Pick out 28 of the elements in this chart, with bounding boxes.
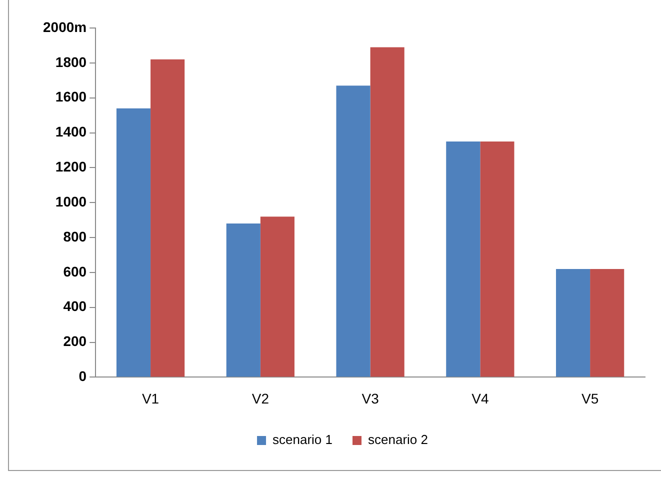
y-tick-label: 1600 bbox=[55, 88, 87, 105]
y-tick-label: 800 bbox=[63, 228, 87, 244]
bar bbox=[370, 47, 404, 377]
bar bbox=[116, 108, 151, 377]
y-tick-label: 1800 bbox=[55, 54, 87, 70]
y-tick-label: 2000m bbox=[43, 18, 87, 35]
bar bbox=[590, 268, 624, 377]
bar bbox=[150, 59, 185, 377]
y-tick-label: 1000 bbox=[55, 193, 87, 210]
x-tick-label: V2 bbox=[252, 390, 270, 406]
legend-label: scenario 2 bbox=[368, 432, 428, 448]
bar bbox=[556, 268, 590, 377]
x-tick-label: V4 bbox=[472, 390, 489, 406]
x-tick-label: V5 bbox=[581, 390, 599, 406]
y-tick-label: 200 bbox=[63, 333, 87, 350]
bar bbox=[336, 86, 370, 377]
y-tick-label: 400 bbox=[63, 298, 87, 314]
y-tick-label: 1200 bbox=[55, 158, 87, 175]
y-tick-label: 600 bbox=[63, 263, 87, 280]
y-tick-label: 0 bbox=[78, 368, 87, 384]
x-tick-label: V1 bbox=[142, 390, 160, 406]
y-tick-label: 1400 bbox=[55, 124, 87, 140]
legend-label: scenario 1 bbox=[272, 432, 333, 448]
bar bbox=[480, 141, 514, 377]
bar bbox=[446, 141, 480, 377]
bar bbox=[226, 224, 260, 377]
bar bbox=[260, 216, 294, 377]
x-tick-label: V3 bbox=[362, 390, 380, 406]
